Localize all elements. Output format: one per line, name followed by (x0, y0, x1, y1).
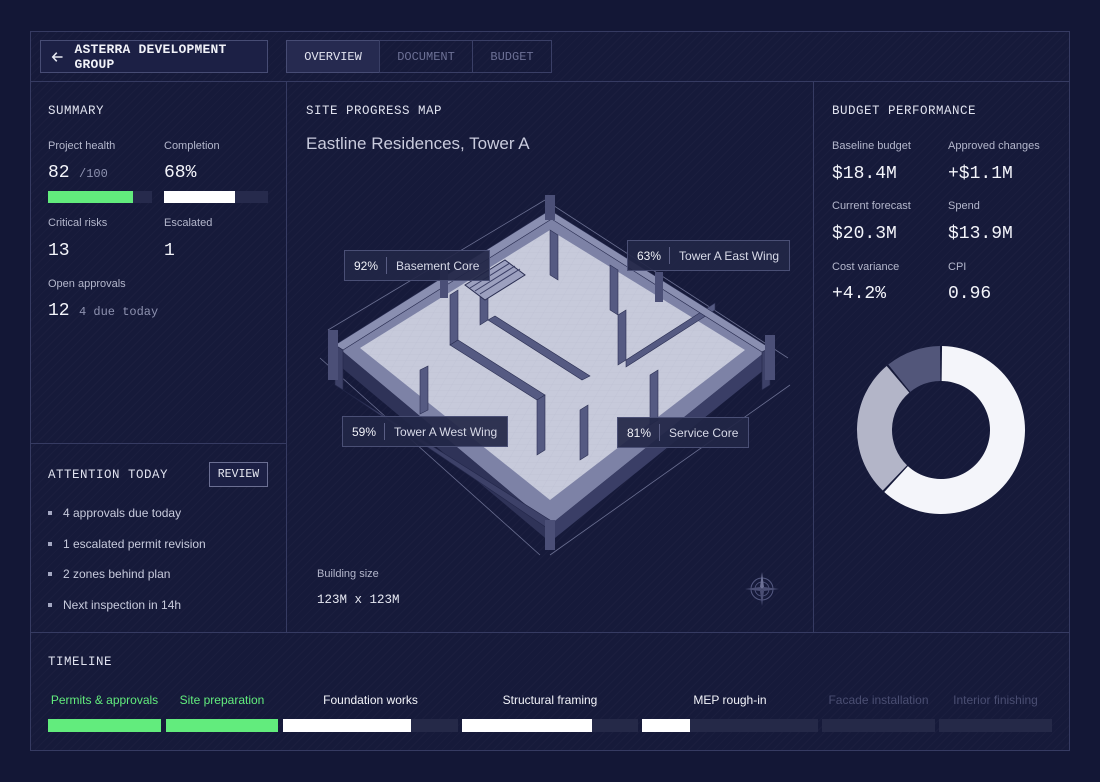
callout-name: Service Core (669, 425, 739, 440)
timeline-phase-label: Facade installation (828, 693, 929, 707)
current-forecast-value: $20.3M (832, 224, 897, 244)
timeline-phase-bar (48, 719, 161, 732)
list-item: 2 zones behind plan (48, 567, 206, 598)
open-approvals-value: 12 (48, 301, 70, 321)
callout-name: Tower A West Wing (394, 424, 498, 439)
cost-variance-value: +4.2% (832, 284, 887, 304)
attention-item-text: 1 escalated permit revision (63, 536, 206, 551)
completion-bar (164, 191, 268, 203)
org-title: ASTERRA DEVELOPMENT GROUP (74, 41, 227, 72)
approved-changes-value: +$1.1M (948, 164, 1013, 184)
timeline-phase-bar (642, 719, 690, 732)
donut-segment (857, 365, 910, 491)
compass-icon (745, 572, 779, 606)
attention-list: 4 approvals due today 1 escalated permit… (48, 506, 206, 628)
list-item: 4 approvals due today (48, 506, 206, 537)
project-health-bar (48, 191, 152, 203)
approved-changes-label: Approved changes (948, 140, 1040, 152)
arrow-left-icon (51, 51, 63, 62)
timeline-phase-track (822, 719, 935, 732)
completion-value: 68% (164, 163, 197, 183)
attention-item-text: 4 approvals due today (63, 506, 182, 520)
spend-value: $13.9M (948, 224, 1013, 244)
timeline-phase-bar (462, 719, 592, 732)
callout-name: Tower A East Wing (679, 248, 780, 263)
header-divider (30, 81, 1070, 82)
callout-pct: 92% (345, 257, 388, 274)
donut-segment (884, 346, 1025, 514)
baseline-budget-label: Baseline budget (832, 140, 911, 152)
completion-bar-fill (164, 191, 235, 203)
open-approvals-label: Open approvals (48, 278, 126, 290)
site-map-subtitle: Eastline Residences, Tower A (306, 134, 530, 153)
callout-tower-a-east-wing[interactable]: 63% Tower A East Wing (627, 240, 791, 271)
escalated-label: Escalated (164, 217, 213, 229)
tab-overview[interactable]: OVERVIEW (286, 40, 380, 73)
cpi-label: CPI (948, 261, 967, 273)
timeline-phase-label: Permits & approvals (50, 693, 159, 707)
critical-risks-value: 13 (48, 241, 70, 261)
back-button[interactable]: ASTERRA DEVELOPMENT GROUP (40, 40, 268, 73)
timeline-phase-track (939, 719, 1052, 732)
project-health-label: Project health (48, 140, 116, 152)
tab-budget[interactable]: BUDGET (472, 40, 552, 73)
bullet-icon (48, 602, 52, 607)
attention-item-text: Next inspection in 14h (63, 597, 182, 612)
budget-donut-chart (857, 346, 1025, 514)
isometric-floorplan[interactable] (300, 180, 800, 560)
donut-segment (888, 346, 941, 392)
site-map-title: SITE PROGRESS MAP (306, 104, 443, 118)
bullet-icon (48, 572, 52, 576)
critical-risks-label: Critical risks (48, 217, 108, 229)
list-item: Next inspection in 14h (48, 598, 206, 629)
timeline-phase-label: Interior finishing (953, 693, 1038, 707)
callout-tower-a-west-wing[interactable]: 59% Tower A West Wing (342, 416, 509, 447)
building-size-label: Building size (317, 568, 379, 580)
baseline-budget-value: $18.4M (832, 164, 897, 184)
callout-name: Basement Core (396, 258, 480, 273)
timeline-phase-label: MEP rough-in (693, 693, 767, 707)
timeline-phase-label: Foundation works (323, 693, 418, 707)
summary-title: SUMMARY (48, 104, 105, 118)
budget-title: BUDGET PERFORMANCE (832, 104, 977, 118)
left-column-divider (286, 81, 287, 633)
tab-document[interactable]: DOCUMENT (379, 40, 473, 73)
timeline-title: TIMELINE (48, 655, 113, 669)
timeline-phase-label: Site preparation (179, 693, 265, 707)
current-forecast-label: Current forecast (832, 200, 911, 212)
timeline-phase-bar (283, 719, 411, 732)
callout-service-core[interactable]: 81% Service Core (617, 417, 750, 448)
attention-title: ATTENTION TODAY (48, 468, 169, 482)
completion-label: Completion (164, 140, 220, 152)
building-size-value: 123M x 123M (317, 593, 400, 607)
timeline-phase-bar (166, 719, 278, 732)
review-button[interactable]: REVIEW (209, 462, 268, 487)
callout-basement-core[interactable]: 92% Basement Core (344, 250, 491, 281)
tab-bar: OVERVIEW DOCUMENT BUDGET (286, 40, 552, 73)
summary-divider (30, 443, 287, 444)
open-approvals-note: 4 due today (79, 305, 159, 319)
project-health-max: /100 (79, 167, 108, 181)
cpi-value: 0.96 (948, 284, 992, 304)
cost-variance-label: Cost variance (832, 261, 900, 273)
bullet-icon (48, 511, 52, 515)
list-item: 1 escalated permit revision (48, 537, 206, 568)
attention-item-text: 2 zones behind plan (63, 567, 171, 581)
callout-pct: 81% (618, 424, 661, 441)
timeline-phase-label: Structural framing (502, 693, 598, 707)
project-health-value: 82 (48, 163, 70, 183)
timeline-divider (30, 632, 1070, 633)
escalated-value: 1 (164, 241, 175, 261)
right-column-divider (813, 81, 814, 633)
bullet-icon (48, 541, 52, 546)
callout-pct: 63% (628, 247, 671, 264)
spend-label: Spend (948, 200, 980, 212)
project-health-bar-fill (48, 191, 134, 203)
callout-pct: 59% (343, 423, 386, 440)
